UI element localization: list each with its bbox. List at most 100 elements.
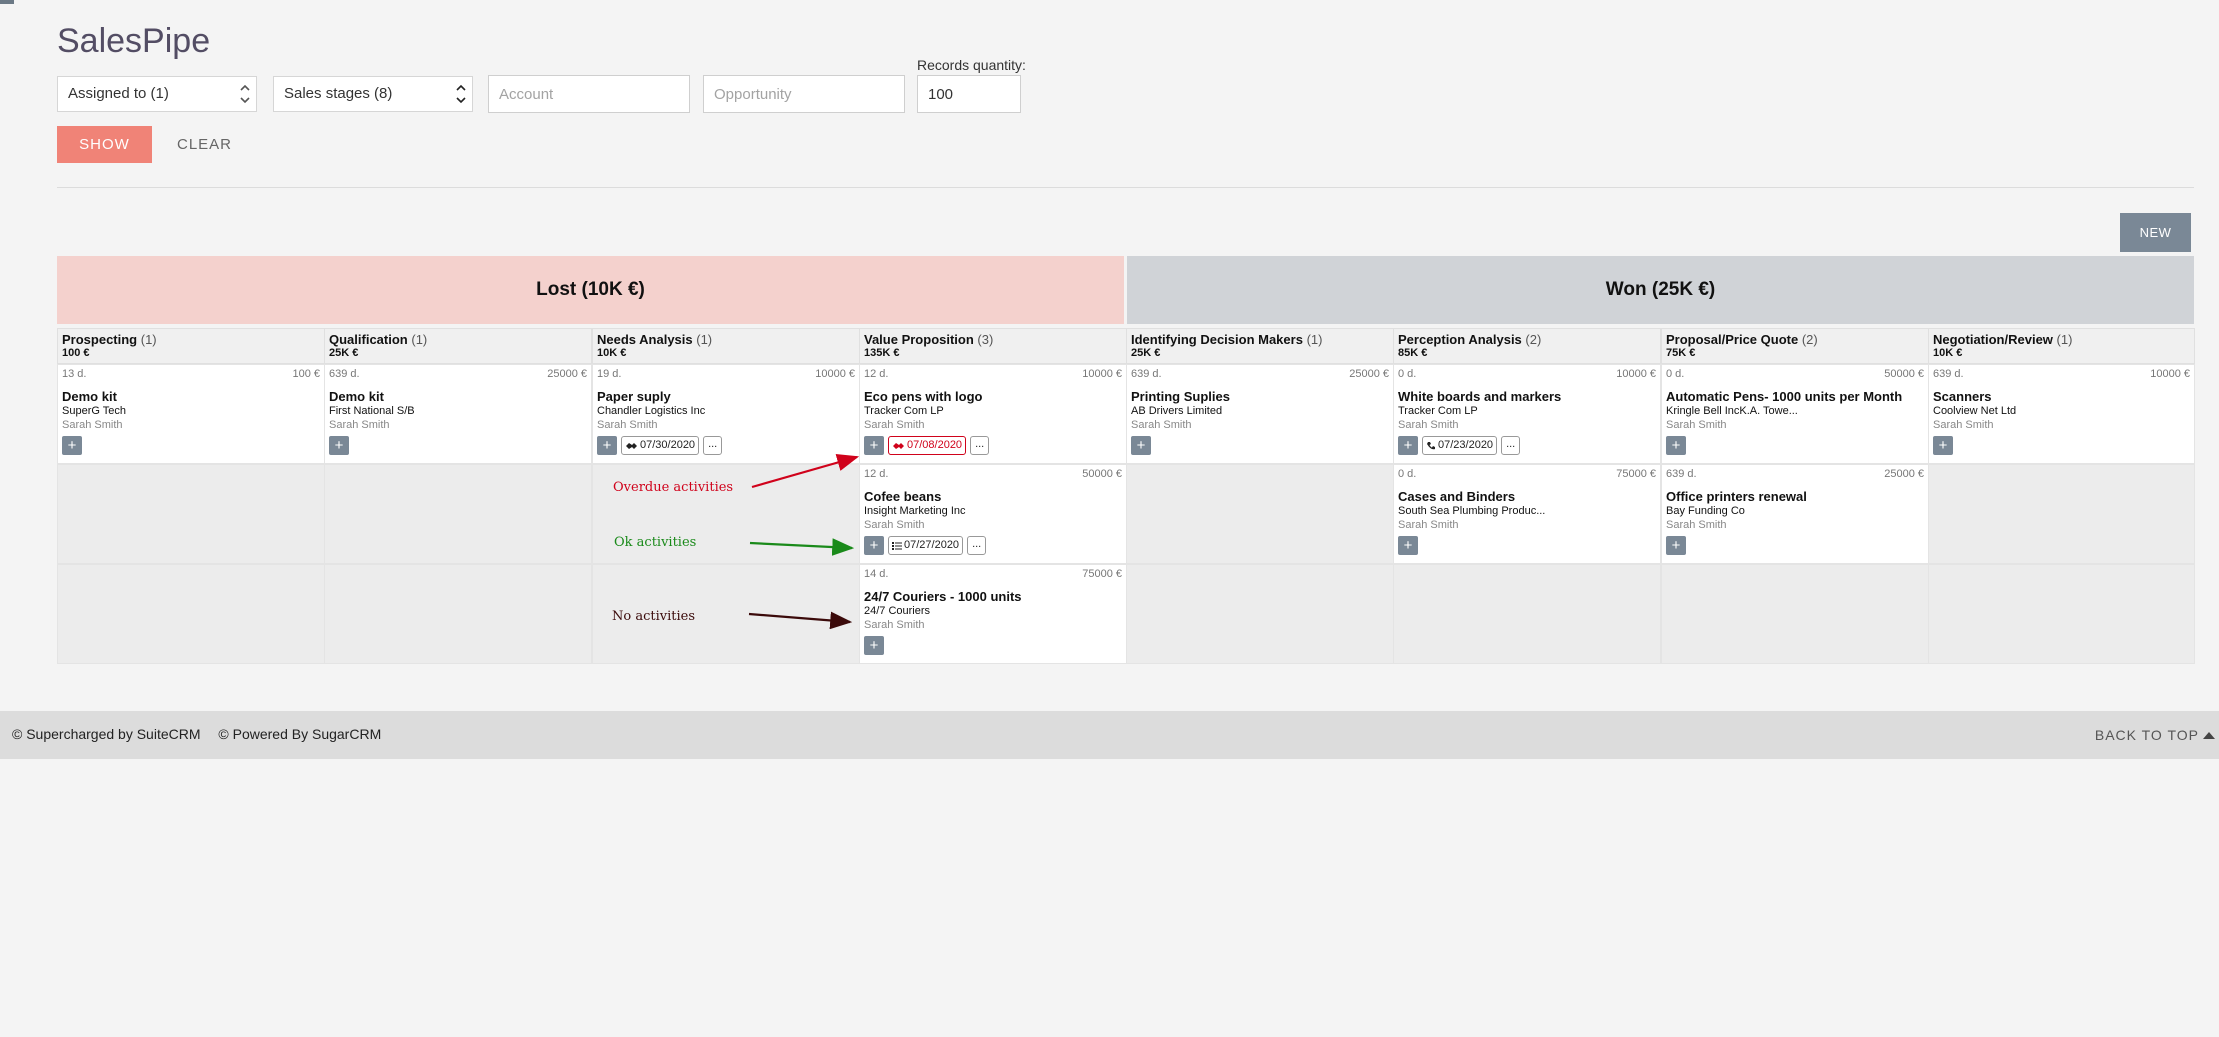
card-opportunity[interactable]: Demo kit — [329, 389, 384, 404]
more-activities-button[interactable]: ... — [703, 436, 723, 455]
card-days: 13 d. — [62, 368, 87, 380]
empty-cell — [1126, 564, 1394, 664]
card-account[interactable]: South Sea Plumbing Produc... — [1398, 505, 1546, 517]
card-account[interactable]: 24/7 Couriers — [864, 605, 931, 617]
card-user: Sarah Smith — [1398, 419, 1459, 431]
card-opportunity[interactable]: Printing Suplies — [1131, 389, 1230, 404]
card-opportunity[interactable]: Eco pens with logo — [864, 389, 983, 404]
account-input[interactable] — [488, 75, 690, 113]
card-opportunity[interactable]: Cofee beans — [864, 489, 942, 504]
card-account[interactable]: Kringle Bell IncK.A. Towe... — [1666, 405, 1798, 417]
stage-header-prospecting: Prospecting (1) 100 € — [57, 328, 325, 364]
new-button[interactable]: NEW — [2120, 213, 2191, 252]
opportunity-input[interactable] — [703, 75, 905, 113]
stage-sum: 10K € — [597, 347, 627, 359]
empty-cell — [1928, 464, 2195, 564]
back-to-top-link[interactable]: BACK TO TOP — [2095, 727, 2215, 743]
add-activity-button[interactable]: + — [1933, 436, 1953, 455]
meeting-activity-chip[interactable]: 07/30/2020 — [621, 436, 700, 455]
add-activity-button[interactable]: + — [62, 436, 82, 455]
card-user: Sarah Smith — [1933, 419, 1994, 431]
card-opportunity[interactable]: Cases and Binders — [1398, 489, 1516, 504]
add-activity-button[interactable]: + — [864, 536, 884, 555]
opportunity-card[interactable]: 14 d. 75000 € 24/7 Couriers - 1000 units … — [859, 564, 1127, 664]
card-opportunity[interactable]: Scanners — [1933, 389, 1992, 404]
card-account[interactable]: AB Drivers Limited — [1131, 405, 1223, 417]
stage-sum: 25K € — [1131, 347, 1161, 359]
more-activities-button[interactable]: ... — [1501, 436, 1521, 455]
empty-cell — [57, 464, 325, 564]
stage-count: (3) — [977, 332, 994, 347]
opportunity-card[interactable]: 639 d. 25000 € Printing Suplies AB Driver… — [1126, 364, 1394, 464]
card-amount: 25000 € — [547, 368, 587, 380]
card-opportunity[interactable]: Demo kit — [62, 389, 117, 404]
annotation-none: No activities — [612, 609, 695, 624]
card-amount: 50000 € — [1884, 368, 1924, 380]
opportunity-card[interactable]: 0 d. 10000 € White boards and markers Tra… — [1393, 364, 1661, 464]
card-days: 0 d. — [1666, 368, 1685, 380]
card-amount: 10000 € — [2150, 368, 2190, 380]
card-amount: 100 € — [292, 368, 320, 380]
card-account[interactable]: Tracker Com LP — [1398, 405, 1478, 417]
card-account[interactable]: Insight Marketing Inc — [864, 505, 966, 517]
card-opportunity[interactable]: 24/7 Couriers - 1000 units — [864, 589, 1022, 604]
add-activity-button[interactable]: + — [1666, 436, 1686, 455]
footer: © Supercharged by SuiteCRM © Powered By … — [0, 711, 2219, 759]
sugarcrm-credit-link[interactable]: © Powered By SugarCRM — [218, 726, 382, 742]
suitecrm-credit-link[interactable]: © Supercharged by SuiteCRM — [12, 726, 201, 742]
card-days: 639 d. — [1933, 368, 1964, 380]
opportunity-card[interactable]: 0 d. 75000 € Cases and Binders South Sea … — [1393, 464, 1661, 564]
clear-button[interactable]: CLEAR — [177, 136, 233, 153]
phone-icon — [1427, 441, 1435, 449]
more-activities-button[interactable]: ... — [967, 536, 987, 555]
stage-sum: 85K € — [1398, 347, 1428, 359]
card-account[interactable]: First National S/B — [329, 405, 415, 417]
card-account[interactable]: Coolview Net Ltd — [1933, 405, 2017, 417]
stage-sum: 100 € — [62, 347, 90, 359]
assigned-to-select[interactable]: Assigned to (1) — [57, 76, 257, 112]
more-activities-button[interactable]: ... — [970, 436, 990, 455]
add-activity-button[interactable]: + — [329, 436, 349, 455]
card-account[interactable]: Chandler Logistics Inc — [597, 405, 706, 417]
card-days: 0 d. — [1398, 368, 1417, 380]
opportunity-card[interactable]: 639 d. 25000 € Office printers renewal Ba… — [1661, 464, 1929, 564]
add-activity-button[interactable]: + — [597, 436, 617, 455]
opportunity-card[interactable]: 12 d. 10000 € Eco pens with logo Tracker … — [859, 364, 1127, 464]
activity-date: 07/23/2020 — [1438, 439, 1494, 451]
card-account[interactable]: Bay Funding Co — [1666, 505, 1745, 517]
card-account[interactable]: Tracker Com LP — [864, 405, 944, 417]
sales-stages-value: Sales stages (8) — [284, 85, 393, 102]
add-activity-button[interactable]: + — [864, 636, 884, 655]
add-activity-button[interactable]: + — [864, 436, 884, 455]
card-amount: 10000 € — [1082, 368, 1122, 380]
opportunity-card[interactable]: 639 d. 25000 € Demo kit First National S/… — [324, 364, 592, 464]
overdue-meeting-activity-chip[interactable]: 07/08/2020 — [888, 436, 967, 455]
task-activity-chip[interactable]: 07/27/2020 — [888, 536, 964, 555]
card-amount: 25000 € — [1349, 368, 1389, 380]
add-activity-button[interactable]: + — [1398, 536, 1418, 555]
add-activity-button[interactable]: + — [1131, 436, 1151, 455]
card-opportunity[interactable]: Office printers renewal — [1666, 489, 1807, 504]
opportunity-card[interactable]: 639 d. 10000 € Scanners Coolview Net Ltd … — [1928, 364, 2195, 464]
opportunity-card[interactable]: 0 d. 50000 € Automatic Pens- 1000 units p… — [1661, 364, 1929, 464]
card-user: Sarah Smith — [329, 419, 390, 431]
card-opportunity[interactable]: White boards and markers — [1398, 389, 1562, 404]
add-activity-button[interactable]: + — [1398, 436, 1418, 455]
stage-name: Prospecting — [62, 332, 138, 347]
sales-stages-select[interactable]: Sales stages (8) — [273, 76, 473, 112]
opportunity-card[interactable]: 12 d. 50000 € Cofee beans Insight Marketi… — [859, 464, 1127, 564]
show-button[interactable]: SHOW — [57, 126, 152, 163]
card-account[interactable]: SuperG Tech — [62, 405, 127, 417]
records-quantity-input[interactable] — [917, 75, 1021, 113]
stage-name: Value Proposition — [864, 332, 974, 347]
card-opportunity[interactable]: Automatic Pens- 1000 units per Month — [1666, 389, 1903, 404]
activity-date: 07/30/2020 — [640, 439, 696, 451]
corner-mark — [0, 0, 14, 4]
stage-sum: 75K € — [1666, 347, 1696, 359]
card-user: Sarah Smith — [864, 519, 925, 531]
card-opportunity[interactable]: Paper suply — [597, 389, 671, 404]
opportunity-card[interactable]: 13 d. 100 € Demo kit SuperG Tech Sarah Sm… — [57, 364, 325, 464]
call-activity-chip[interactable]: 07/23/2020 — [1422, 436, 1498, 455]
opportunity-card[interactable]: 19 d. 10000 € Paper suply Chandler Logist… — [592, 364, 860, 464]
add-activity-button[interactable]: + — [1666, 536, 1686, 555]
